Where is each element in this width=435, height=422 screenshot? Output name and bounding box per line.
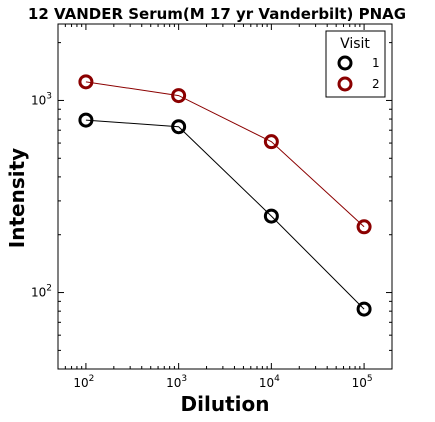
legend-marker [337,55,353,71]
chart-title: 12 VANDER Serum(M 17 yr Vanderbilt) PNAG [28,5,406,23]
series-line [85,119,365,310]
x-axis: 102 103 104 105 [57,24,393,390]
data-point [78,112,94,128]
x-tick-label: 105 [352,374,373,390]
plot-area [57,23,393,370]
series-line [85,81,365,228]
y-axis-label: Intensity [5,148,29,248]
x-tick-label: 102 [73,374,94,390]
data-point [356,219,372,235]
data-point [356,301,372,317]
legend: Visit 1 2 [325,30,386,98]
y-axis: 102 103 [31,42,392,370]
legend-label: 2 [372,77,380,91]
series-layer [78,74,372,317]
data-point [171,119,187,135]
x-tick-label: 104 [259,374,280,390]
data-point [171,88,187,104]
series-1 [78,112,372,317]
x-tick-label: 103 [166,374,187,390]
legend-box [325,30,386,98]
legend-title: Visit [340,36,370,52]
data-point [78,74,94,90]
data-point [263,208,279,224]
legend-label: 1 [372,56,380,70]
y-tick-label: 102 [31,284,52,300]
data-point [263,134,279,150]
legend-marker [337,76,353,92]
y-tick-label: 103 [31,91,52,107]
series-2 [78,74,372,235]
x-axis-label: Dilution [181,392,270,416]
